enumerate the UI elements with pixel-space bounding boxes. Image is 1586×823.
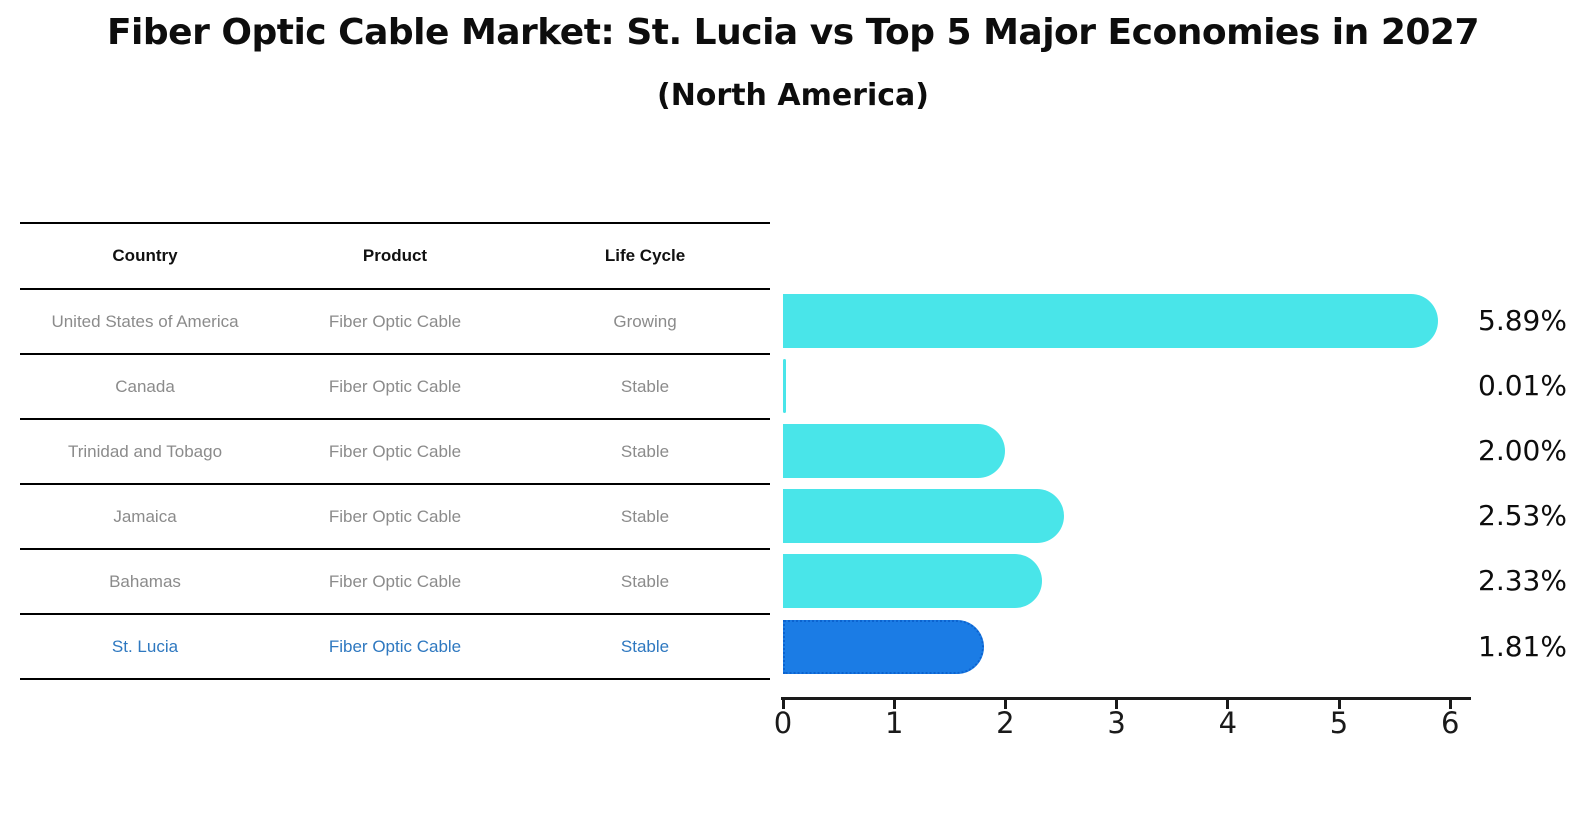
bar-st-lucia: [783, 619, 985, 674]
chart-subtitle: (North America): [656, 78, 929, 113]
cell-country: United States of America: [51, 311, 239, 331]
cell-product: Fiber Optic Cable: [328, 441, 462, 461]
bar-trinidad-and-tobago: [783, 424, 1006, 479]
table-header-row: Country Product Life Cycle: [20, 224, 770, 290]
cell-product: Fiber Optic Cable: [328, 636, 462, 656]
x-tick-label-3: 3: [1107, 706, 1126, 740]
table-row-trinidad-and-tobago: Trinidad and Tobago Fiber Optic Cable Stab…: [20, 420, 770, 485]
cell-country: Trinidad and Tobago: [67, 441, 223, 461]
cell-country: St. Lucia: [111, 636, 179, 656]
x-tick-label-2: 2: [996, 706, 1015, 740]
cell-life-cycle: Stable: [620, 636, 670, 656]
cell-product: Fiber Optic Cable: [328, 571, 462, 591]
x-tick-label-5: 5: [1329, 706, 1349, 740]
value-label-bahamas: 2.33%: [1478, 564, 1567, 598]
cell-life-cycle: Stable: [620, 376, 670, 396]
value-label-jamaica: 2.53%: [1478, 499, 1567, 533]
cell-product: Fiber Optic Cable: [328, 311, 462, 331]
cell-product: Fiber Optic Cable: [328, 506, 462, 526]
x-tick-2: [1003, 697, 1007, 709]
table-row-jamaica: Jamaica Fiber Optic Cable Stable: [20, 485, 770, 550]
x-tick-label-0: 0: [773, 706, 793, 740]
cell-country: Bahamas: [109, 571, 181, 591]
table-row-st-lucia: St. Lucia Fiber Optic Cable Stable: [20, 615, 770, 680]
column-header-country: Country: [112, 246, 178, 265]
cell-product: Fiber Optic Cable: [328, 376, 462, 396]
x-tick-5: [1337, 697, 1341, 709]
cell-life-cycle: Stable: [620, 571, 670, 591]
x-tick-4: [1226, 697, 1230, 709]
table-row-united-states-of-america: United States of America Fiber Optic Cabl…: [20, 290, 770, 355]
cell-life-cycle: Growing: [613, 311, 677, 331]
table-body: United States of America Fiber Optic Cabl…: [20, 290, 770, 680]
bar-canada: [783, 359, 786, 414]
bar-united-states-of-america: [783, 294, 1438, 349]
cell-country: Canada: [115, 376, 175, 396]
value-label-united-states-of-america: 5.89%: [1478, 304, 1567, 338]
x-tick-label-6: 6: [1440, 706, 1460, 740]
cell-country: Jamaica: [113, 506, 177, 526]
value-label-canada: 0.01%: [1478, 369, 1567, 403]
x-tick-label-1: 1: [884, 706, 904, 740]
bar-bahamas: [783, 554, 1043, 609]
chart-title: Fiber Optic Cable Market: St. Lucia vs T…: [106, 12, 1480, 53]
column-header-life-cycle: Life Cycle: [604, 246, 686, 265]
bar-jamaica: [783, 489, 1065, 544]
table-row-bahamas: Bahamas Fiber Optic Cable Stable: [20, 550, 770, 615]
x-axis-line: [781, 697, 1471, 700]
value-label-trinidad-and-tobago: 2.00%: [1478, 434, 1567, 468]
x-tick-3: [1115, 697, 1119, 709]
comparison-table: Country Product Life Cycle United States…: [20, 222, 770, 680]
cell-life-cycle: Stable: [620, 441, 670, 461]
value-label-st-lucia: 1.81%: [1478, 629, 1567, 663]
column-header-product: Product: [362, 246, 428, 265]
cell-life-cycle: Stable: [620, 506, 670, 526]
x-tick-1: [892, 697, 896, 709]
x-tick-label-4: 4: [1218, 706, 1238, 740]
x-tick-0: [781, 697, 785, 709]
table-row-canada: Canada Fiber Optic Cable Stable: [20, 355, 770, 420]
x-tick-6: [1448, 697, 1452, 709]
